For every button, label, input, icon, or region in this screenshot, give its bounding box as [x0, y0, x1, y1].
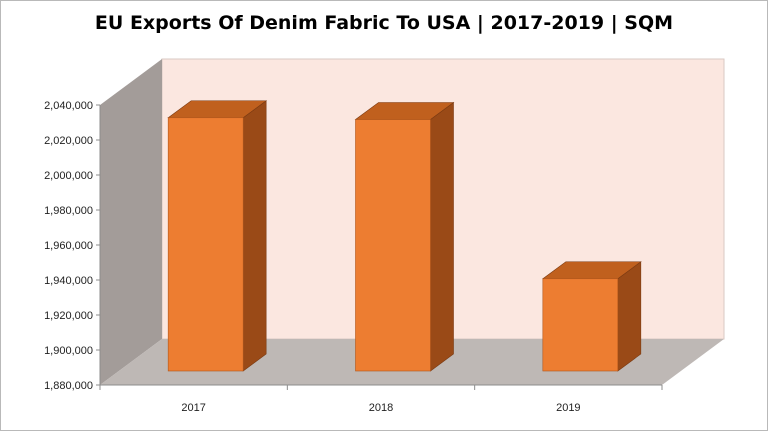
x-tick-label: 2017 — [181, 402, 205, 414]
y-tick-label: 1,980,000 — [44, 205, 93, 217]
chart-axes — [96, 104, 663, 390]
y-tick-label: 1,880,000 — [44, 380, 93, 392]
side-wall — [100, 59, 162, 385]
bar-2018 — [354, 101, 455, 372]
x-tick-label: 2019 — [556, 402, 580, 414]
y-tick-label: 1,940,000 — [44, 275, 93, 287]
y-tick-label: 2,000,000 — [44, 170, 93, 182]
y-tick-label: 1,960,000 — [44, 240, 93, 252]
bar-2019 — [541, 261, 642, 372]
bar-side — [430, 101, 454, 372]
y-tick-label: 2,040,000 — [44, 100, 93, 112]
bar-side — [242, 100, 267, 372]
y-tick-label: 1,900,000 — [44, 345, 93, 357]
y-tick-label: 2,020,000 — [44, 135, 93, 147]
x-tick-label: 2018 — [369, 402, 393, 414]
bar-front — [542, 278, 619, 372]
chart-title: EU Exports Of Denim Fabric To USA | 2017… — [94, 12, 674, 34]
bar-front — [355, 119, 431, 372]
bar-2017 — [167, 100, 268, 372]
bar-front — [167, 117, 244, 372]
chart-labels: 1,880,000 1,900,000 1,920,000 1,940,000 1,96… — [44, 100, 581, 414]
y-tick-label: 1,920,000 — [44, 310, 93, 322]
chart-bars — [167, 100, 642, 372]
bar-side — [617, 261, 642, 372]
